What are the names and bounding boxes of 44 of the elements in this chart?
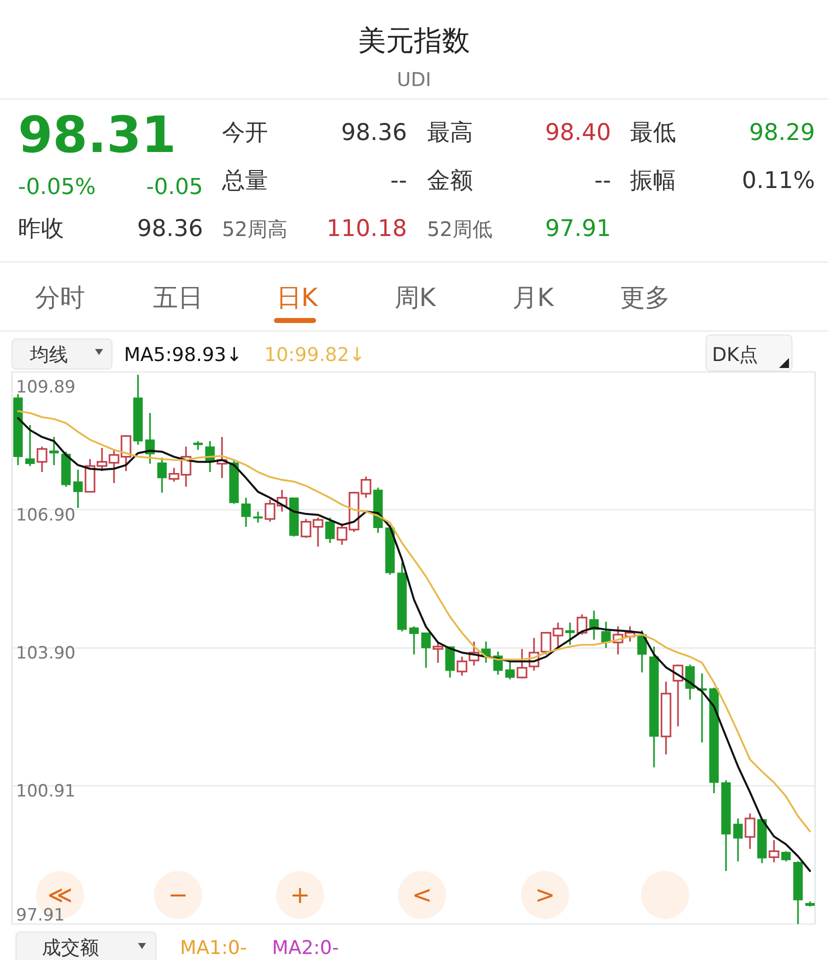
text: 98.29 bbox=[749, 120, 815, 146]
chart-subtitle: UDI bbox=[396, 69, 432, 91]
text: 月K bbox=[512, 283, 554, 312]
annotation: < bbox=[412, 881, 432, 909]
text: 日K bbox=[276, 283, 318, 312]
annotation: > bbox=[534, 881, 556, 909]
text: -0.05% bbox=[18, 175, 96, 200]
text: 均线 bbox=[29, 344, 68, 366]
y-tick-label: 109.89 bbox=[16, 378, 76, 398]
text: -- bbox=[390, 168, 407, 194]
annotation: − bbox=[168, 881, 188, 909]
text: 97.91 bbox=[545, 216, 611, 242]
y-tick-label: 103.90 bbox=[16, 644, 76, 664]
text: MA2:0- bbox=[272, 937, 339, 959]
y-tick-label: 100.91 bbox=[16, 781, 76, 802]
text: 98.31 bbox=[18, 106, 176, 164]
text: 98.36 bbox=[137, 216, 203, 242]
text: 0.11% bbox=[742, 168, 815, 194]
annotation: + bbox=[290, 881, 310, 909]
text: 成交额 bbox=[42, 937, 99, 959]
chart-title: 美元指数 bbox=[358, 24, 470, 57]
text: 五日 bbox=[153, 283, 203, 312]
text: 今开 bbox=[222, 120, 268, 146]
text: 52周高 bbox=[222, 217, 288, 241]
text: 金额 bbox=[427, 168, 473, 194]
text: 更多 bbox=[620, 283, 670, 312]
text: 10:99.82↓ bbox=[264, 344, 366, 366]
text: MA1:0- bbox=[180, 937, 247, 959]
text: 振幅 bbox=[630, 168, 676, 194]
y-tick-label: 106.90 bbox=[16, 505, 76, 526]
text: 总量 bbox=[221, 168, 268, 194]
text: 110.18 bbox=[326, 216, 407, 242]
text: -0.05 bbox=[146, 175, 203, 200]
text: MA5:98.93↓ bbox=[124, 344, 242, 366]
text: DK点 bbox=[712, 344, 758, 366]
text: 最低 bbox=[630, 120, 676, 146]
text: 98.36 bbox=[341, 120, 407, 146]
text: 周K bbox=[394, 283, 436, 312]
text: 98.40 bbox=[545, 120, 611, 146]
text: 52周低 bbox=[427, 217, 492, 241]
text: 昨收 bbox=[18, 216, 64, 242]
text: 分时 bbox=[35, 283, 85, 312]
text: -- bbox=[594, 168, 611, 194]
text: 最高 bbox=[427, 120, 473, 146]
